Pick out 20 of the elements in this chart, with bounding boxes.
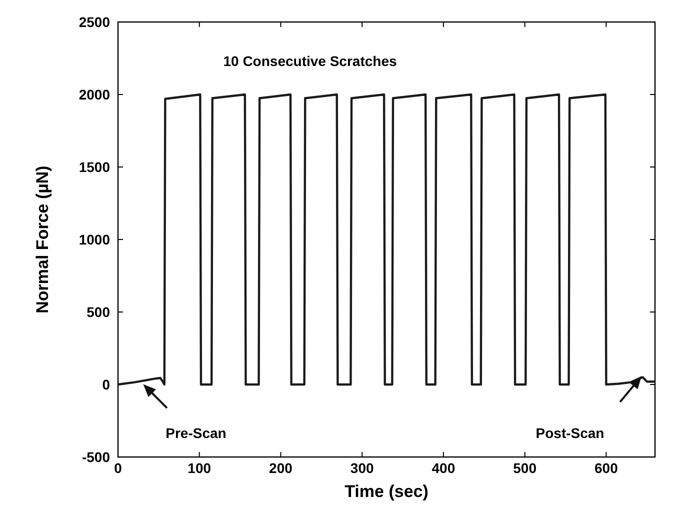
- y-tick-label: -500: [82, 449, 110, 465]
- y-tick-label: 1500: [78, 159, 110, 175]
- y-tick-label: 1000: [78, 232, 110, 248]
- annotation: Pre-Scan: [166, 425, 226, 441]
- y-tick-label: 2500: [78, 14, 110, 30]
- x-tick-label: 400: [432, 460, 456, 476]
- y-tick-label: 2000: [78, 86, 110, 102]
- x-tick-label: 100: [188, 460, 212, 476]
- x-tick-label: 200: [269, 460, 293, 476]
- x-tick-label: 300: [350, 460, 374, 476]
- x-tick-label: 500: [513, 460, 537, 476]
- line-series: [116, 93, 656, 386]
- y-tick-label: 500: [86, 304, 110, 320]
- x-axis-title: Time (sec): [344, 482, 428, 501]
- x-tick-label: 600: [594, 460, 618, 476]
- y-axis-title: Normal Force (µN): [33, 166, 52, 314]
- y-tick-label: 0: [102, 376, 110, 392]
- annotation: 10 Consecutive Scratches: [223, 53, 397, 69]
- x-tick-label: 0: [114, 460, 122, 476]
- annotation: Post-Scan: [536, 425, 604, 441]
